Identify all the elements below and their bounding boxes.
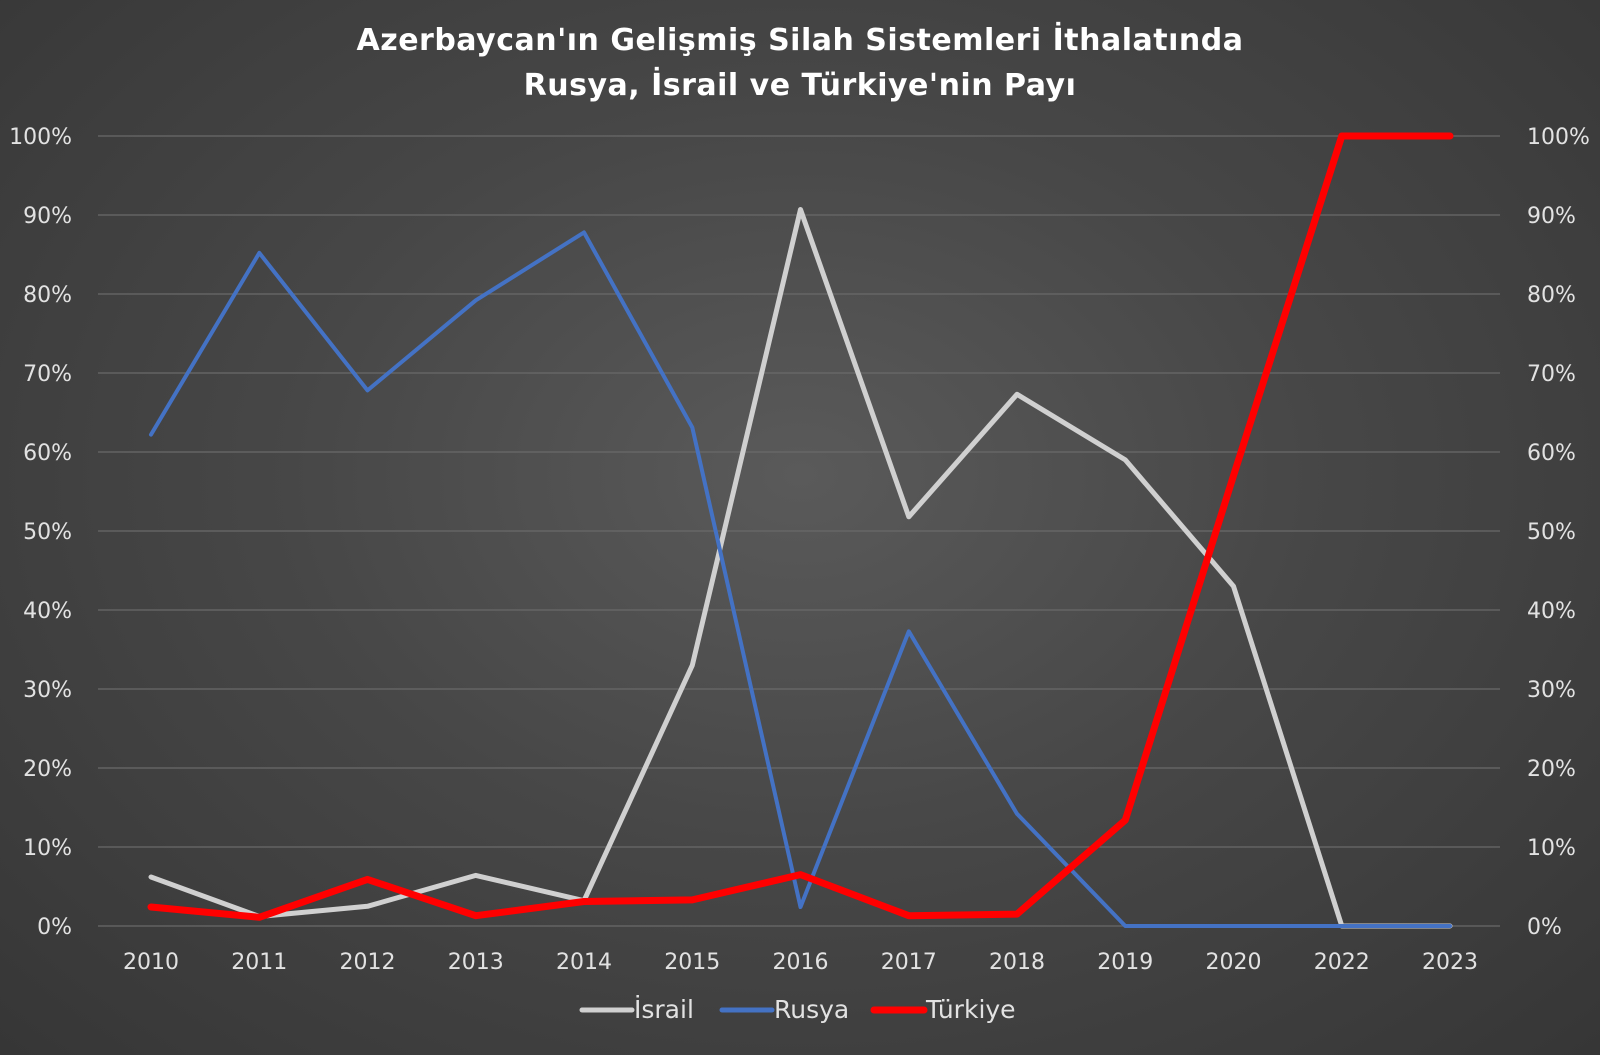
x-tick-label: 2017: [881, 950, 937, 975]
data-point: [1340, 924, 1344, 928]
data-point: [1232, 474, 1235, 478]
data-point: [1232, 584, 1235, 588]
data-point: [907, 914, 911, 918]
x-tick-label: 2018: [989, 950, 1045, 975]
data-point: [366, 877, 369, 881]
series-line-rusya: [149, 230, 1452, 928]
series-line-i-srail: [148, 207, 1453, 929]
x-tick-label: 2022: [1314, 950, 1370, 975]
data-point: [149, 433, 153, 437]
y-tick-label-left: 60%: [23, 441, 72, 466]
y-tick-label-left: 50%: [23, 520, 72, 545]
y-tick-label-right: 60%: [1527, 441, 1576, 466]
y-tick-label-right: 40%: [1527, 599, 1576, 624]
data-point: [582, 900, 586, 904]
data-point: [1448, 924, 1452, 928]
legend-label: Türkiye: [925, 995, 1016, 1024]
data-point: [474, 873, 478, 877]
x-tick-label: 2013: [448, 950, 504, 975]
series-line-t-rkiye: [147, 132, 1454, 921]
legend: İsrail Rusya Türkiye: [579, 995, 1016, 1024]
data-point: [366, 388, 369, 392]
y-tick-label-right: 10%: [1527, 836, 1576, 861]
x-tick-label: 2014: [556, 950, 612, 975]
data-point: [1340, 134, 1344, 138]
x-tick-label: 2012: [340, 950, 396, 975]
data-point: [474, 914, 478, 918]
y-tick-label-left: 10%: [23, 836, 72, 861]
data-point: [582, 230, 586, 234]
right-y-axis: 0% 10% 20% 30% 40% 50% 60% 70% 80% 90% 100%: [1527, 125, 1590, 940]
x-tick-label: 2010: [123, 950, 179, 975]
data-point: [149, 875, 153, 879]
y-tick-label-right: 80%: [1527, 283, 1576, 308]
series-group: [147, 132, 1454, 929]
data-point: [690, 426, 694, 430]
y-tick-label-left: 30%: [23, 678, 72, 703]
left-y-axis: 0% 10% 20% 30% 40% 50% 60% 70% 80% 90% 100%: [9, 125, 72, 940]
y-tick-label-left: 70%: [23, 362, 72, 387]
data-point: [1123, 818, 1127, 822]
data-point: [257, 251, 261, 255]
y-tick-label-left: 40%: [23, 599, 72, 624]
y-tick-label-left: 80%: [23, 283, 72, 308]
data-point: [257, 915, 261, 919]
data-point: [474, 298, 478, 302]
y-tick-label-left: 90%: [23, 204, 72, 229]
legend-label: Rusya: [774, 995, 849, 1024]
y-tick-label-right: 70%: [1527, 362, 1576, 387]
y-tick-label-left: 0%: [37, 915, 72, 940]
chart-title-line-2: Rusya, İsrail ve Türkiye'nin Payı: [524, 67, 1077, 103]
data-point: [1123, 924, 1127, 928]
x-tick-label: 2020: [1206, 950, 1262, 975]
data-point: [1015, 392, 1019, 396]
x-tick-label: 2019: [1097, 950, 1153, 975]
x-tick-label: 2016: [773, 950, 829, 975]
y-tick-label-right: 20%: [1527, 757, 1576, 782]
y-tick-label-left: 100%: [9, 125, 72, 150]
data-point: [1448, 134, 1452, 138]
data-point: [799, 207, 802, 211]
data-point: [1015, 912, 1019, 916]
data-point: [1123, 458, 1127, 462]
gridlines: [98, 135, 1500, 927]
x-tick-label: 2011: [231, 950, 287, 975]
y-tick-label-right: 90%: [1527, 204, 1576, 229]
data-point: [799, 905, 802, 909]
legend-label: İsrail: [634, 995, 694, 1024]
chart-title-line-1: Azerbaycan'ın Gelişmiş Silah Sistemleri …: [357, 22, 1244, 58]
data-point: [690, 663, 694, 667]
data-point: [366, 904, 369, 908]
data-point: [907, 515, 911, 519]
x-tick-label: 2023: [1422, 950, 1478, 975]
data-point: [1015, 812, 1019, 816]
data-point: [799, 873, 802, 877]
y-tick-label-right: 0%: [1527, 915, 1562, 940]
data-point: [149, 905, 153, 909]
data-point: [907, 629, 911, 633]
y-tick-label-right: 100%: [1527, 125, 1590, 150]
x-axis: 2010 2011 2012 2013 2014 2015 2016 2017 2018 2019…: [123, 950, 1478, 975]
x-tick-label: 2015: [664, 950, 720, 975]
y-tick-label-left: 20%: [23, 757, 72, 782]
data-point: [1232, 924, 1235, 928]
y-tick-label-right: 50%: [1527, 520, 1576, 545]
data-point: [690, 898, 694, 902]
y-tick-label-right: 30%: [1527, 678, 1576, 703]
